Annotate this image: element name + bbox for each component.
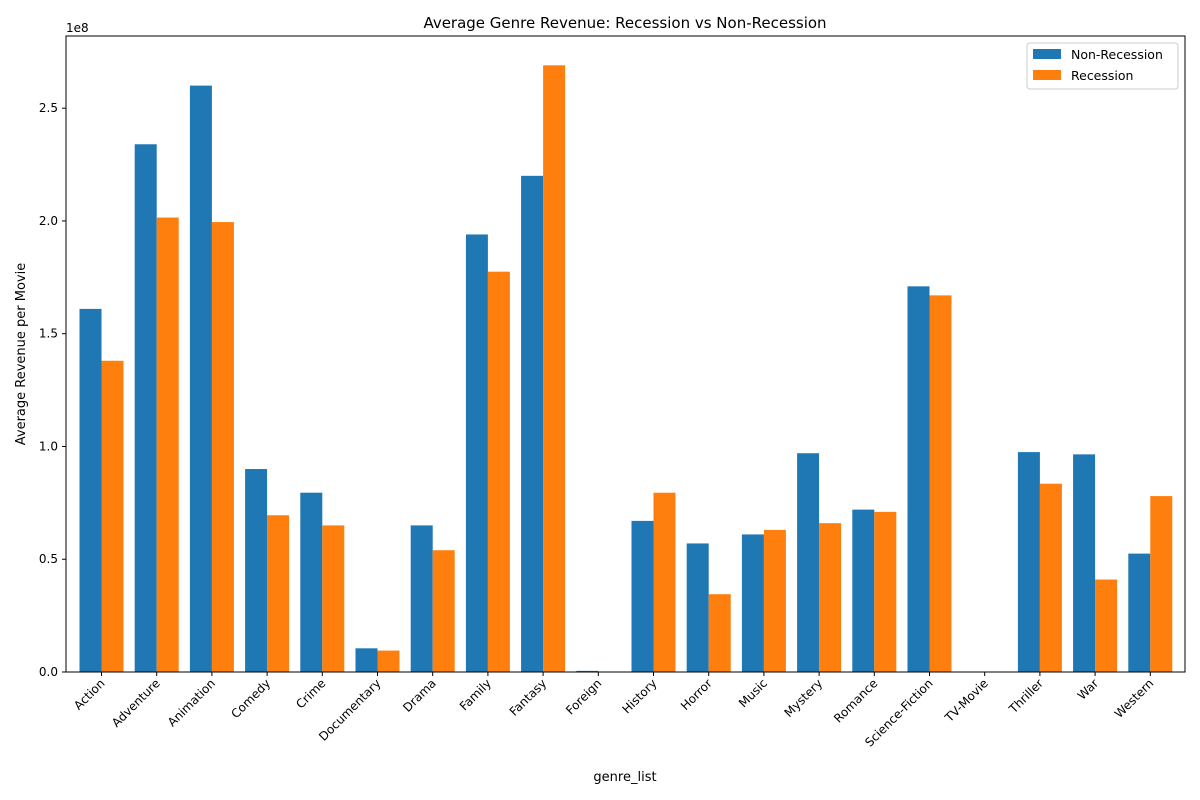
x-tick-label: Animation [165,676,218,729]
x-tick-label: Horror [678,676,715,713]
bar-non-recession-horror [686,543,709,672]
x-tick-label: Family [457,676,494,713]
bar-non-recession-drama [410,525,433,672]
y-tick-label: 2.5 [39,101,58,115]
bar-non-recession-adventure [134,144,157,673]
bar-non-recession-music [741,534,764,672]
legend: Non-Recession Recession [1026,42,1179,90]
bar-recession-mystery [819,523,842,672]
bar-recession-comedy [267,515,290,672]
bar-recession-thriller [1039,483,1062,672]
x-tick-label: Thriller [1006,676,1046,716]
y-tick-label: 0.0 [39,665,58,679]
x-tick-label: Drama [400,676,439,715]
bar-non-recession-fantasy [521,175,544,673]
plot-area-frame [65,35,1186,673]
bar-recession-science-fiction [929,295,952,672]
bar-non-recession-crime [300,492,323,672]
bar-recession-war [1095,579,1118,672]
bar-recession-history [653,492,676,672]
x-tick-label: Western [1112,676,1157,721]
legend-label: Non-Recession [1071,47,1163,62]
y-axis-title: Average Revenue per Movie [14,263,29,445]
bars-group [79,65,1173,673]
bar-non-recession-western [1128,553,1151,672]
x-tick-label: Music [736,676,770,710]
bar-non-recession-history [631,520,654,672]
bar-recession-animation [211,222,234,672]
x-tick-label: History [620,676,660,716]
bar-non-recession-romance [852,509,875,672]
bar-recession-western [1150,496,1173,672]
y-tick-label: 1.5 [39,327,58,341]
legend-box [1026,42,1179,90]
bar-non-recession-science-fiction [907,286,930,672]
x-tick-label: Comedy [228,676,273,721]
legend-label: Recession [1071,68,1133,83]
y-axis-scale-note: 1e8 [66,21,89,35]
x-tick-label: Crime [293,676,328,711]
bar-non-recession-comedy [245,469,268,672]
bar-recession-crime [322,525,345,672]
y-tick-label: 1.0 [39,439,58,453]
bar-non-recession-mystery [797,453,820,672]
x-tick-label: Romance [831,676,880,725]
legend-swatch [1033,70,1061,80]
x-tick-label: Adventure [109,676,163,730]
x-tick-label: Action [71,676,107,712]
x-tick-label: Fantasy [507,676,550,719]
bar-recession-horror [708,594,731,672]
bar-non-recession-foreign [576,670,599,672]
bar-non-recession-animation [189,85,212,673]
legend-swatch [1033,49,1061,59]
bar-non-recession-thriller [1017,452,1040,672]
y-tick-label: 0.5 [39,552,58,566]
bar-recession-adventure [156,217,179,672]
y-tick-label: 2.0 [39,214,58,228]
x-axis-ticks: Action Adventure Animation Comedy CrimeDocum… [71,672,1156,750]
bar-recession-romance [874,511,897,672]
x-tick-label: Foreign [563,676,604,717]
x-tick-label: Mystery [781,676,825,720]
bar-recession-action [101,360,124,672]
bar-recession-family [487,271,510,672]
x-axis-title: genre_list [593,770,656,785]
bar-recession-drama [432,550,455,672]
x-tick-label: War [1075,676,1101,702]
bar-recession-documentary [377,650,400,672]
bar-non-recession-documentary [355,648,378,672]
bar-non-recession-family [465,234,488,672]
y-axis-ticks: 0.0 0.5 1.0 1.5 2.0 2.5 [39,101,66,679]
bar-non-recession-action [79,308,102,672]
bar-recession-fantasy [543,65,566,672]
chart-title: Average Genre Revenue: Recession vs Non-… [423,14,826,32]
x-tick-label: TV-Movie [942,676,991,725]
bar-recession-music [763,529,786,672]
bar-non-recession-war [1073,454,1096,672]
